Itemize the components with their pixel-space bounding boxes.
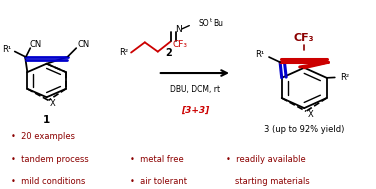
- Text: R¹: R¹: [2, 45, 11, 54]
- Text: •  20 examples: • 20 examples: [11, 132, 75, 141]
- Text: CF₃: CF₃: [294, 33, 314, 43]
- Text: [3+3]: [3+3]: [181, 106, 209, 115]
- Text: X: X: [50, 99, 56, 108]
- Text: 1: 1: [43, 115, 50, 125]
- Text: •  air tolerant: • air tolerant: [130, 177, 187, 186]
- Text: •  metal free: • metal free: [130, 155, 184, 164]
- Text: t: t: [210, 19, 212, 23]
- Text: R¹: R¹: [255, 50, 264, 59]
- Text: CN: CN: [29, 40, 42, 49]
- Text: CF₃: CF₃: [173, 40, 188, 49]
- Text: X: X: [308, 110, 313, 119]
- Text: SO: SO: [199, 19, 209, 28]
- Text: N: N: [176, 25, 182, 34]
- Text: •  readily available: • readily available: [226, 155, 306, 164]
- Text: •  mild conditions: • mild conditions: [11, 177, 86, 186]
- Text: 2: 2: [165, 48, 172, 58]
- Text: •  tandem process: • tandem process: [11, 155, 89, 164]
- Text: R²: R²: [340, 73, 349, 82]
- Text: Bu: Bu: [214, 19, 223, 28]
- Text: starting materials: starting materials: [235, 177, 309, 186]
- Text: 3 (up to 92% yield): 3 (up to 92% yield): [264, 125, 344, 134]
- Text: DBU, DCM, rt: DBU, DCM, rt: [170, 85, 220, 94]
- Text: CN: CN: [78, 40, 90, 49]
- Text: R²: R²: [119, 48, 128, 57]
